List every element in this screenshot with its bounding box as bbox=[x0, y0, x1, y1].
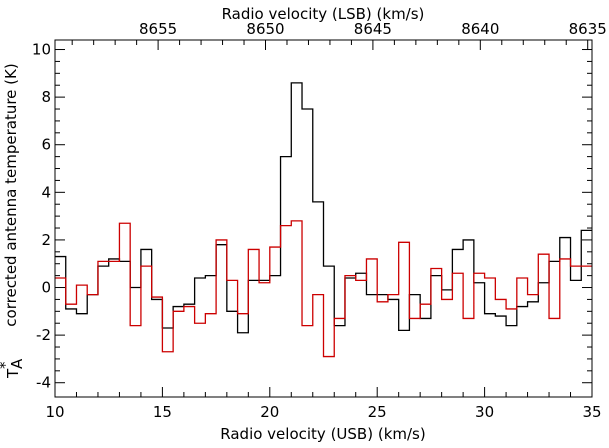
svg-text:T: T bbox=[4, 368, 22, 379]
tick-layer: 10 15 20 25 30 35 8655 8650 8645 8640 8635 -4 -2 0 2 4 6… bbox=[32, 20, 607, 421]
x2-axis-title: Radio velocity (LSB) (km/s) bbox=[222, 5, 425, 23]
y-tick-label: 2 bbox=[41, 231, 51, 249]
y-axis-title: corrected antenna temperature (K) bbox=[2, 63, 20, 326]
x-tick-label: 10 bbox=[45, 403, 64, 421]
y-tick-label: 8 bbox=[41, 88, 51, 106]
series-2-line bbox=[55, 220, 592, 358]
x2-tick-label: 8635 bbox=[569, 20, 607, 38]
x2-tick-label: 8655 bbox=[139, 20, 177, 38]
y-tick-label: -4 bbox=[36, 374, 51, 392]
x2-tick-label: 8640 bbox=[461, 20, 499, 38]
x-axis-title: Radio velocity (USB) (km/s) bbox=[220, 425, 425, 443]
x2-tick-label: 8645 bbox=[354, 20, 392, 38]
x-tick-label: 15 bbox=[153, 403, 172, 421]
x2-tick-label: 8650 bbox=[246, 20, 284, 38]
y-axis-symbol: T A * bbox=[0, 358, 26, 379]
series-1-line bbox=[55, 82, 592, 334]
y-tick-label: 6 bbox=[41, 136, 51, 154]
series-layer bbox=[55, 82, 592, 358]
x-tick-label: 30 bbox=[475, 403, 494, 421]
y-tick-label: -2 bbox=[36, 326, 51, 344]
x-tick-label: 20 bbox=[260, 403, 279, 421]
y-tick-label: 10 bbox=[32, 41, 51, 59]
svg-text:A: A bbox=[8, 358, 26, 369]
svg-text:*: * bbox=[0, 361, 14, 369]
y-tick-label: 0 bbox=[41, 279, 51, 297]
plot-frame bbox=[54, 39, 593, 398]
x-tick-label: 35 bbox=[582, 403, 601, 421]
y-tick-label: 4 bbox=[41, 183, 51, 201]
x-tick-label: 25 bbox=[368, 403, 387, 421]
